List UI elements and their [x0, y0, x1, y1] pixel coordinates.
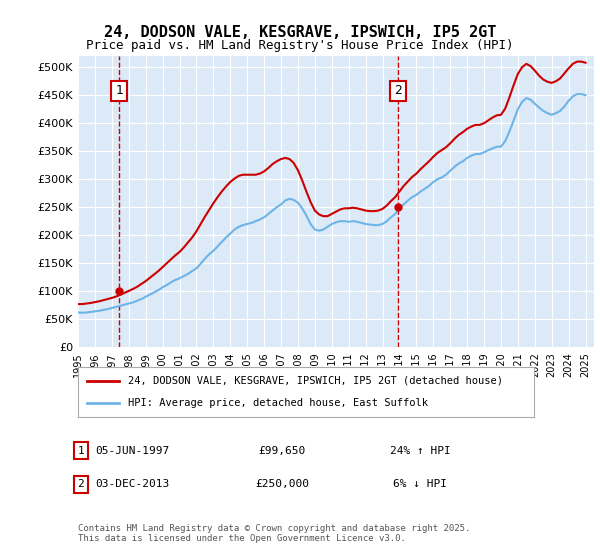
Text: 24, DODSON VALE, KESGRAVE, IPSWICH, IP5 2GT (detached house): 24, DODSON VALE, KESGRAVE, IPSWICH, IP5 … [128, 376, 503, 386]
Text: HPI: Average price, detached house, East Suffolk: HPI: Average price, detached house, East… [128, 398, 428, 408]
Text: 2: 2 [77, 479, 85, 489]
Text: 1: 1 [77, 446, 85, 456]
Text: 6% ↓ HPI: 6% ↓ HPI [393, 479, 447, 489]
Text: £99,650: £99,650 [259, 446, 305, 456]
Text: 03-DEC-2013: 03-DEC-2013 [95, 479, 169, 489]
Text: 24, DODSON VALE, KESGRAVE, IPSWICH, IP5 2GT: 24, DODSON VALE, KESGRAVE, IPSWICH, IP5 … [104, 25, 496, 40]
Text: 1: 1 [115, 85, 123, 97]
Text: £250,000: £250,000 [255, 479, 309, 489]
Text: 2: 2 [394, 85, 402, 97]
Text: Contains HM Land Registry data © Crown copyright and database right 2025.
This d: Contains HM Land Registry data © Crown c… [78, 524, 470, 543]
Text: 05-JUN-1997: 05-JUN-1997 [95, 446, 169, 456]
Text: Price paid vs. HM Land Registry's House Price Index (HPI): Price paid vs. HM Land Registry's House … [86, 39, 514, 52]
Text: 24% ↑ HPI: 24% ↑ HPI [389, 446, 451, 456]
